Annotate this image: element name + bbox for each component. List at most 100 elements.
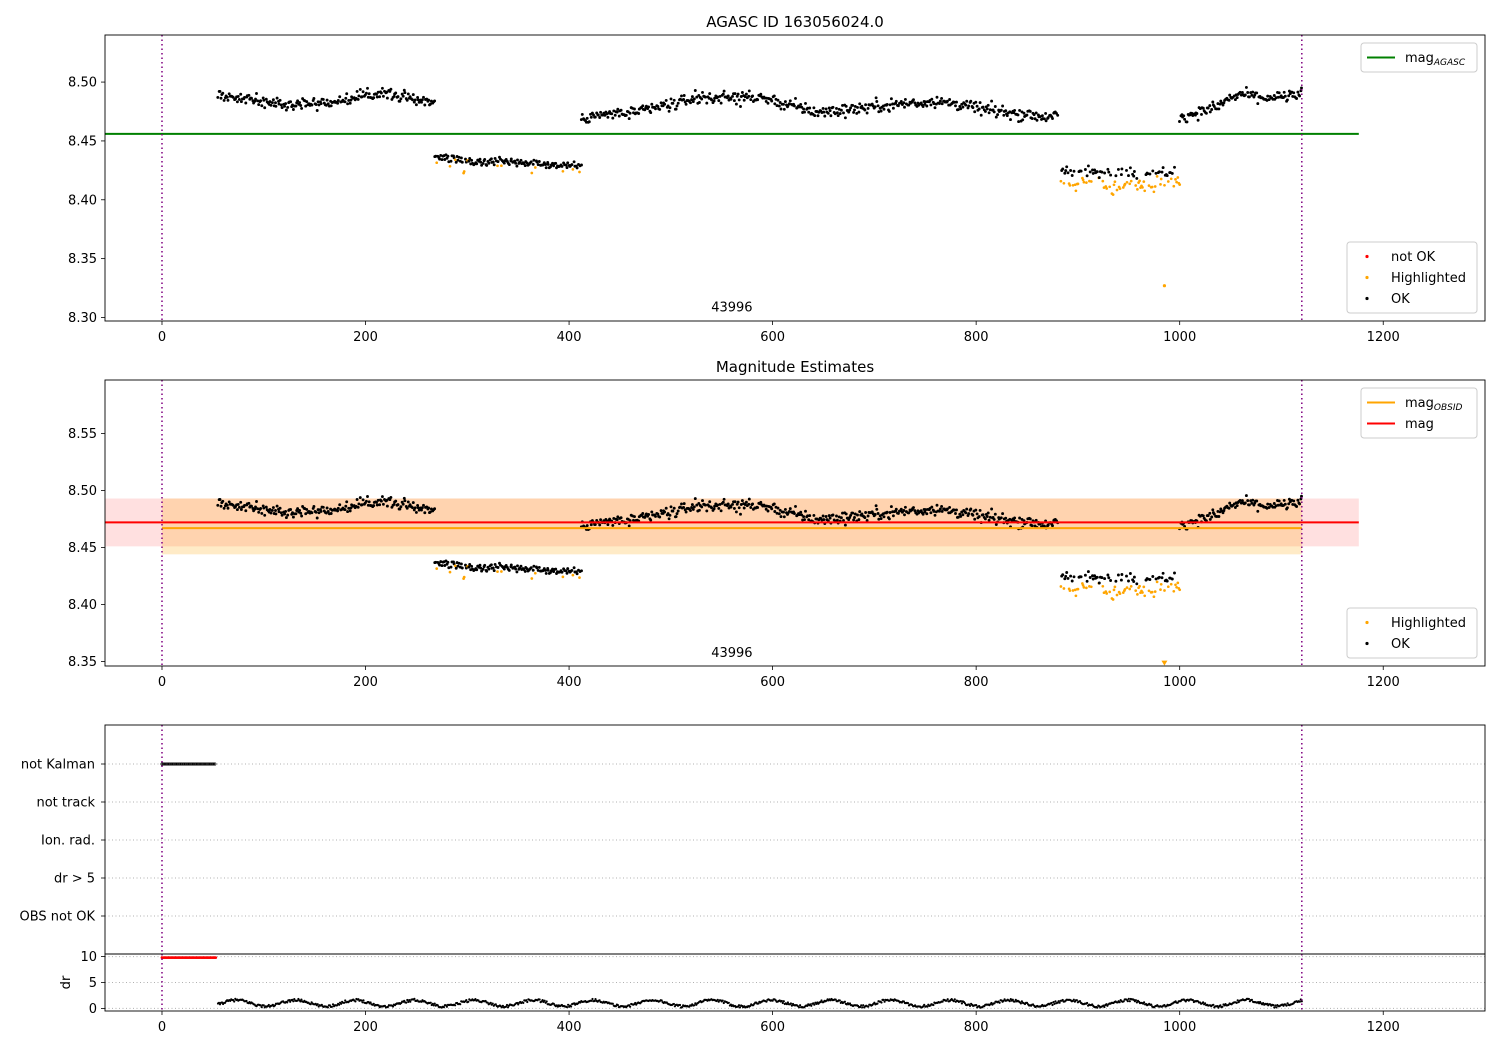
p0-point <box>1195 112 1199 115</box>
p0-point <box>888 103 892 107</box>
p1-point <box>536 568 540 572</box>
p1-point <box>239 508 243 511</box>
p0-point <box>776 98 780 102</box>
p0-point <box>855 111 859 115</box>
p0-point <box>570 163 574 167</box>
p1-point <box>822 518 826 522</box>
p1-point <box>299 511 303 515</box>
p1-point <box>827 514 831 518</box>
p1-point <box>1051 524 1054 528</box>
p1-point <box>1132 575 1136 579</box>
flag-point <box>212 762 216 766</box>
p1-point <box>718 502 722 506</box>
p1-legend-label-ok: OK <box>1391 637 1410 652</box>
p1-point <box>269 511 273 515</box>
p1-point <box>899 507 903 511</box>
p0-point <box>1287 94 1291 98</box>
dr-point <box>786 1001 790 1004</box>
p0-point <box>226 98 230 102</box>
p0-point <box>1107 170 1111 174</box>
p1-point <box>535 566 539 570</box>
p0-point <box>459 156 463 160</box>
p1-point <box>1134 589 1138 592</box>
p0-point <box>274 101 277 105</box>
p1-point <box>1298 502 1302 506</box>
dr-point <box>975 1004 978 1007</box>
p1-point <box>226 506 230 510</box>
p1-point <box>1235 504 1239 508</box>
p1-point <box>932 509 936 513</box>
dr-point <box>834 998 837 1001</box>
p1-point <box>988 515 992 519</box>
p0-point <box>885 102 889 106</box>
p1-point <box>468 563 472 566</box>
p1-ytick-label-3: 8.50 <box>68 484 97 499</box>
p0-point <box>956 108 960 112</box>
p1-point <box>1138 584 1141 588</box>
p0-point <box>428 102 432 106</box>
p1-point <box>733 500 737 504</box>
p1-point <box>800 513 804 517</box>
p0-point <box>1082 180 1086 184</box>
p0-point <box>270 101 274 105</box>
p0-point <box>460 160 464 164</box>
p1-point <box>221 499 225 503</box>
p1-point <box>312 505 316 508</box>
p1-point <box>1085 579 1089 583</box>
p0-point <box>799 102 803 106</box>
chart-title-magnitude-estimates: Magnitude Estimates <box>716 358 874 376</box>
p0-point <box>978 101 982 105</box>
p0-point <box>1109 173 1113 177</box>
p1-point <box>975 512 979 516</box>
p1-point <box>857 518 861 522</box>
p0-point <box>844 104 848 108</box>
p1-point <box>440 564 444 568</box>
p0-point <box>483 157 487 161</box>
p0-point <box>1256 102 1260 106</box>
p0-point <box>1172 184 1176 188</box>
p0-point <box>243 95 246 99</box>
p0-point <box>394 91 398 95</box>
p0-point <box>633 107 636 111</box>
dr-point <box>372 1002 375 1005</box>
p1-point <box>903 505 907 509</box>
p0-point <box>690 98 694 102</box>
p0-point <box>1121 186 1125 189</box>
p0-point <box>379 91 383 95</box>
p0-point <box>751 94 755 98</box>
p0-point <box>778 101 782 104</box>
p1-point <box>509 563 513 567</box>
p0-point <box>239 100 243 104</box>
p0-point <box>519 158 523 162</box>
p0-point <box>732 99 736 103</box>
p0-point <box>596 113 600 117</box>
p1-point <box>716 503 720 507</box>
p1-point <box>256 507 260 511</box>
dr-point <box>946 998 949 1001</box>
p1-point <box>960 510 964 514</box>
p0-point <box>300 106 304 110</box>
p1-point <box>837 515 841 519</box>
p0-point <box>1300 86 1303 90</box>
dr-point <box>316 1003 319 1006</box>
dr-point <box>406 998 409 1002</box>
p0-point <box>643 108 647 112</box>
p0-point <box>969 99 973 103</box>
p1-point <box>236 502 240 506</box>
p0-point <box>866 106 870 110</box>
p1-point <box>1136 593 1139 596</box>
p0-point <box>566 161 570 165</box>
p1-point <box>411 506 414 510</box>
p0-point <box>735 94 739 98</box>
p1-point <box>314 510 318 514</box>
dr-xtick-label-400: 400 <box>557 1020 582 1035</box>
p1-point <box>449 565 453 569</box>
p0-point <box>899 99 903 103</box>
p0-point <box>478 157 482 161</box>
p1-point <box>1151 575 1155 578</box>
p1-point <box>1190 519 1194 523</box>
p1-point <box>1250 501 1254 505</box>
p0-point <box>392 94 396 98</box>
p1-point <box>1296 498 1300 502</box>
